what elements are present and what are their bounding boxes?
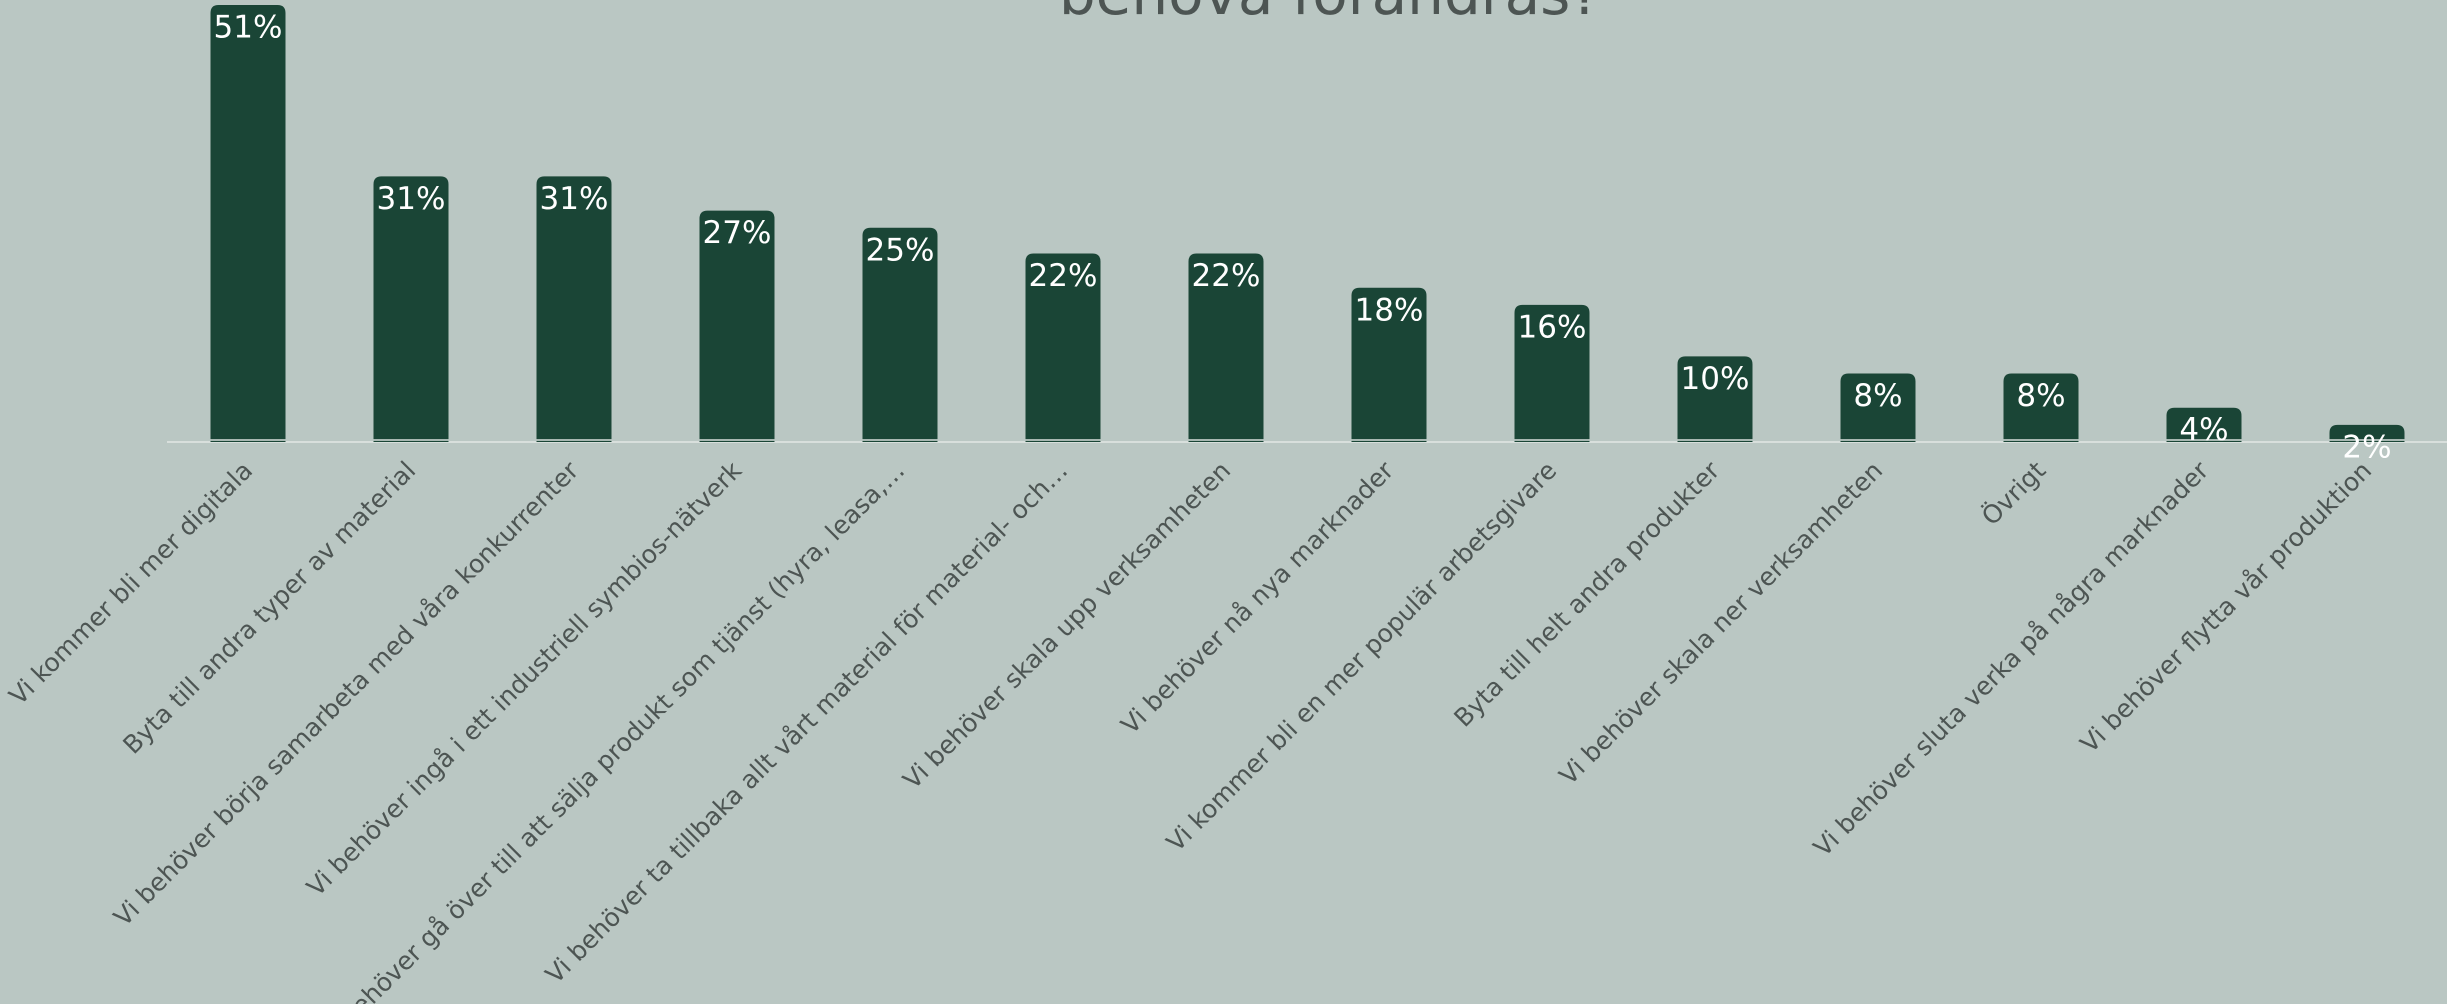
value-label: 4%: [2179, 412, 2228, 448]
value-label: 51%: [214, 10, 283, 46]
value-label: 18%: [1355, 292, 1424, 328]
value-label: 27%: [703, 215, 772, 251]
value-label: 22%: [1029, 258, 1098, 294]
value-label: 22%: [1192, 258, 1261, 294]
value-label: 25%: [866, 232, 935, 268]
bar: [1677, 356, 1753, 442]
bar: [862, 227, 938, 442]
value-label: 8%: [1853, 378, 1902, 414]
value-label: 2%: [2342, 429, 2391, 465]
bar: [536, 176, 612, 442]
bar: [1514, 304, 1590, 442]
bar: [2166, 407, 2242, 442]
bar: [1188, 253, 1264, 442]
bar: [1025, 253, 1101, 442]
bar: [210, 5, 286, 442]
bar: [1840, 373, 1916, 442]
bar: [2329, 424, 2405, 442]
value-label: 8%: [2016, 378, 2065, 414]
value-label: 31%: [540, 181, 609, 217]
value-label: 31%: [377, 181, 446, 217]
bar: [2003, 373, 2079, 442]
bar: [699, 210, 775, 442]
value-label: 16%: [1518, 309, 1587, 345]
bar: [373, 176, 449, 442]
chart-title: behöva förändras?: [1059, 0, 1601, 28]
value-label: 10%: [1681, 361, 1750, 397]
bar: [1351, 287, 1427, 442]
